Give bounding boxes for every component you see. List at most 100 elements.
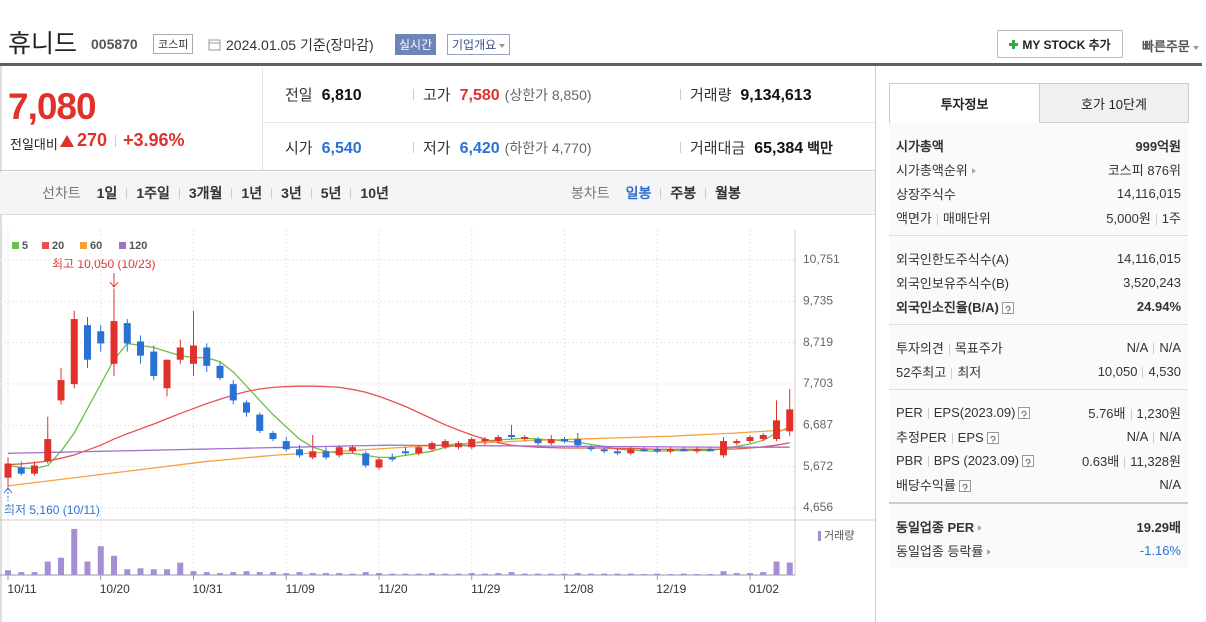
help-glyph bbox=[962, 483, 968, 492]
info-label-part: 상장주식수 bbox=[896, 186, 956, 202]
info-label-part: 동일업종 등락률 bbox=[896, 543, 984, 559]
tab-active[interactable]: 투자정보 bbox=[889, 83, 1040, 123]
separator bbox=[271, 187, 273, 199]
volume-bar bbox=[58, 557, 64, 575]
info-label: 동일업종 PER bbox=[896, 517, 983, 536]
volume-bar bbox=[336, 573, 343, 575]
info-row: PER EPS(2023.09) 5.76배 1,230원 bbox=[889, 400, 1188, 424]
candle-body bbox=[534, 439, 542, 444]
info-group: 투자의견 목표주가 N/A N/A 52주최고 최저 10,050 4,530 bbox=[889, 325, 1188, 390]
period-tab[interactable]: 주봉 bbox=[670, 185, 697, 201]
candle-body bbox=[349, 447, 356, 452]
period-tab[interactable]: 1일 bbox=[96, 185, 118, 201]
period-tab[interactable]: 10년 bbox=[360, 185, 389, 201]
help-icon[interactable] bbox=[1018, 407, 1031, 420]
header-rule bbox=[0, 63, 1202, 66]
info-group: PER EPS(2023.09) 5.76배 1,230원 추정PER EPS N/A N/A… bbox=[889, 390, 1188, 504]
help-icon[interactable] bbox=[986, 432, 999, 445]
legend-label: 5 bbox=[22, 240, 28, 252]
y-tick-label: 6,687 bbox=[803, 418, 833, 432]
tab[interactable]: 호가 10단계 bbox=[1039, 83, 1189, 123]
my-stock-button[interactable]: MY STOCK 추가 bbox=[997, 30, 1123, 58]
info-label-part: 매매단위 bbox=[942, 210, 991, 226]
separator bbox=[951, 367, 953, 379]
period-tab[interactable]: 5년 bbox=[320, 185, 342, 201]
period-tab[interactable]: 3년 bbox=[281, 185, 302, 201]
volume-bar bbox=[31, 572, 38, 575]
y-tick-label: 4,656 bbox=[803, 500, 833, 514]
help-icon[interactable] bbox=[1001, 302, 1014, 315]
help-icon[interactable] bbox=[958, 480, 971, 493]
volume-bar bbox=[389, 573, 396, 575]
period-tab[interactable]: 일봉 bbox=[625, 185, 652, 201]
volume-bar bbox=[707, 574, 714, 575]
volume-bar bbox=[230, 572, 237, 575]
period-tab[interactable]: 3개월 bbox=[188, 185, 223, 201]
company-overview[interactable]: 기업개요 bbox=[447, 34, 511, 55]
candle-body bbox=[759, 435, 767, 440]
link-arrow bbox=[978, 525, 983, 532]
link-arrow bbox=[987, 549, 992, 556]
candle-body bbox=[521, 437, 529, 440]
info-value-part: 코스피 876위 bbox=[1107, 162, 1181, 178]
volume-bar bbox=[270, 572, 276, 575]
info-row: 배당수익률 N/A bbox=[889, 472, 1188, 496]
cell-value: 9,134,613 bbox=[740, 87, 812, 104]
candle-body bbox=[375, 459, 383, 468]
candle-body bbox=[508, 435, 515, 438]
help-glyph bbox=[990, 435, 996, 444]
change-label: 전일대비 bbox=[10, 137, 58, 152]
volume-bar bbox=[442, 573, 449, 575]
period-tab[interactable]: 월봉 bbox=[715, 185, 741, 201]
volume-bar bbox=[733, 573, 740, 575]
candle-body bbox=[653, 449, 661, 452]
legend-swatch bbox=[12, 242, 19, 249]
up-arrow bbox=[60, 135, 74, 147]
candle-body bbox=[57, 380, 65, 401]
candle-body bbox=[667, 449, 674, 452]
period-tab[interactable]: 1주일 bbox=[136, 185, 170, 201]
candle-body bbox=[123, 323, 131, 344]
x-tick-label: 10/20 bbox=[100, 582, 130, 596]
volume-legend-swatch bbox=[818, 531, 821, 541]
info-value: 5.76배 1,230원 bbox=[1088, 403, 1181, 422]
volume-bar bbox=[694, 574, 700, 575]
candle-body bbox=[296, 449, 303, 456]
realtime-badge[interactable]: 실시간 bbox=[395, 34, 437, 55]
volume-bar bbox=[164, 569, 170, 575]
investment-info: 시가총액 999억원 시가총액순위 코스피 876위 상장주식수 14,116,015 액면… bbox=[889, 123, 1188, 568]
info-value-part: N/A bbox=[1159, 428, 1181, 444]
volume-bar bbox=[455, 573, 462, 575]
candle-body bbox=[256, 414, 264, 431]
candle-body bbox=[706, 449, 714, 452]
separator bbox=[126, 187, 128, 199]
quick-order[interactable]: 빠른주문 bbox=[1142, 36, 1199, 55]
candle-body bbox=[97, 331, 105, 344]
candle-body bbox=[587, 447, 595, 450]
info-label: PER EPS(2023.09) bbox=[896, 405, 1031, 420]
cell-label: 거래량 bbox=[690, 87, 732, 104]
candle-body bbox=[309, 451, 317, 458]
volume-bar bbox=[283, 573, 290, 575]
volume-bar bbox=[190, 571, 197, 575]
volume-bar bbox=[495, 573, 502, 575]
candle-body bbox=[402, 451, 409, 454]
candle-body bbox=[17, 467, 25, 474]
info-label: 시가총액 bbox=[896, 136, 944, 155]
candle-body bbox=[335, 447, 343, 456]
period-tab[interactable]: 1년 bbox=[241, 185, 263, 201]
info-value-part: 5.76배 bbox=[1088, 405, 1126, 421]
info-label-part: 배당수익률 bbox=[896, 477, 956, 493]
info-row: 시가총액순위 코스피 876위 bbox=[889, 157, 1188, 181]
candle-body bbox=[203, 347, 211, 366]
summary-cell: 거래량 9,134,613 bbox=[680, 84, 812, 105]
volume-bar bbox=[362, 572, 369, 575]
separator bbox=[660, 187, 662, 199]
volume-bar bbox=[415, 573, 422, 575]
volume-bar bbox=[747, 573, 753, 575]
help-icon[interactable] bbox=[1022, 455, 1035, 468]
separator bbox=[927, 455, 929, 467]
separator bbox=[1155, 213, 1157, 225]
link-arrow bbox=[971, 168, 976, 175]
